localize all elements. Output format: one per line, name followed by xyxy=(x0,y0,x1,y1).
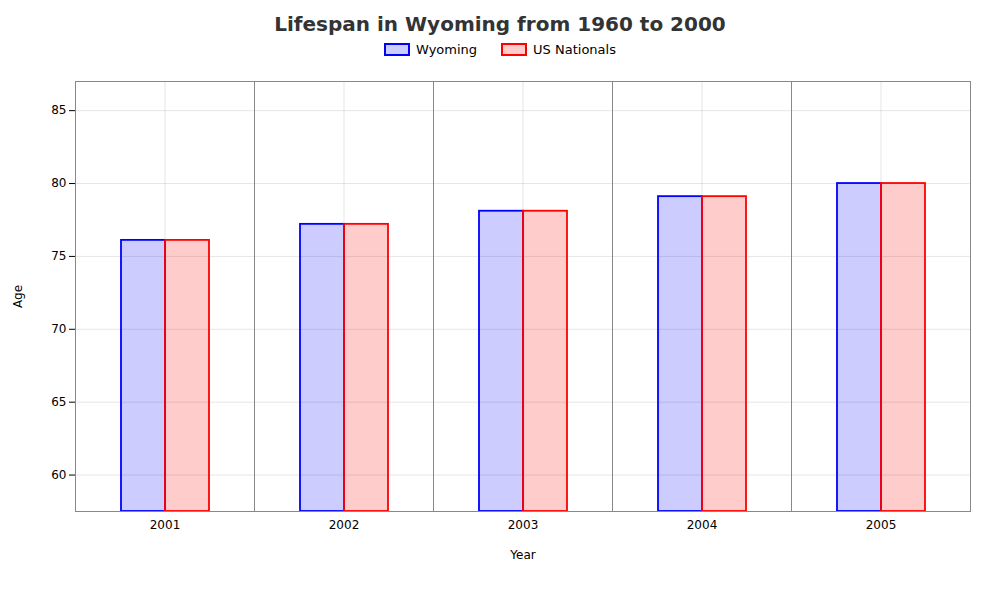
svg-text:2002: 2002 xyxy=(329,518,360,532)
svg-text:80: 80 xyxy=(51,176,66,190)
svg-text:2003: 2003 xyxy=(508,518,539,532)
svg-text:65: 65 xyxy=(51,395,66,409)
svg-text:2005: 2005 xyxy=(866,518,897,532)
svg-text:Age: Age xyxy=(11,285,25,308)
html-text:Wyoming: Wyoming xyxy=(416,42,478,57)
svg-text:60: 60 xyxy=(51,468,66,482)
svg-text:75: 75 xyxy=(51,249,66,263)
svg-text:2004: 2004 xyxy=(687,518,718,532)
svg-text:Year: Year xyxy=(509,548,535,562)
html-text:US Nationals: US Nationals xyxy=(533,42,616,57)
svg-text:2001: 2001 xyxy=(150,518,181,532)
svg-text:70: 70 xyxy=(51,322,66,336)
svg-text:85: 85 xyxy=(51,103,66,117)
html-text:Lifespan in Wyoming from 1960: Lifespan in Wyoming from 1960 to 2000 xyxy=(274,12,726,36)
